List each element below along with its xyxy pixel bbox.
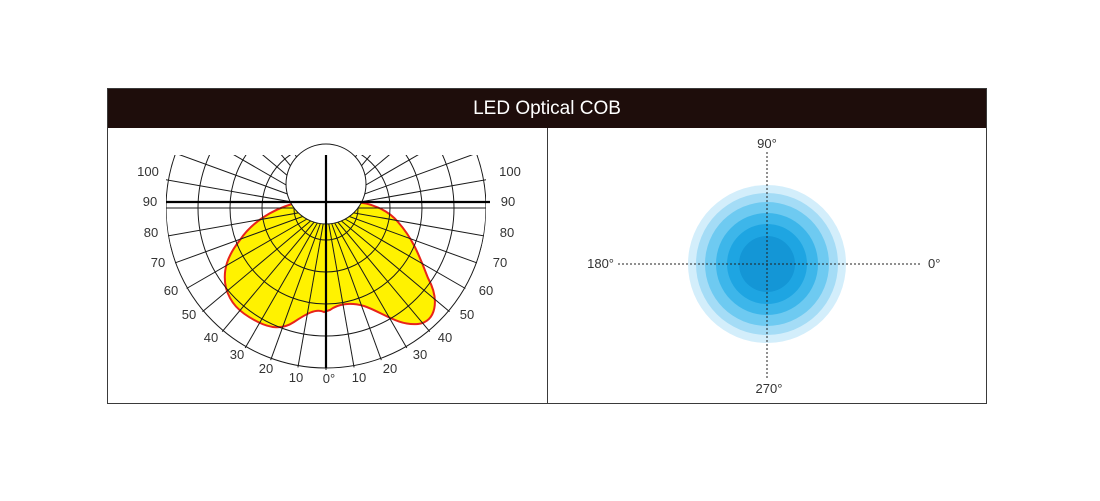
beam-bottom-label: 270° — [756, 381, 783, 396]
grid-spoke — [325, 207, 356, 370]
right-label: 70 — [493, 255, 507, 270]
beam-top-label: 90° — [757, 136, 777, 151]
grid-spoke — [325, 207, 385, 368]
left-label: 50 — [182, 307, 196, 322]
left-label: 30 — [230, 347, 244, 362]
left-label: 60 — [164, 283, 178, 298]
grid-spoke — [240, 207, 327, 356]
left-label: 70 — [151, 255, 165, 270]
grid-spoke — [296, 207, 327, 370]
left-label: 80 — [144, 225, 158, 240]
left-label: 100 — [137, 164, 159, 179]
right-label: 10 — [352, 370, 366, 385]
bottom-center-label: 0° — [323, 371, 335, 386]
grid-spoke — [195, 207, 327, 318]
left-label: 20 — [259, 361, 273, 376]
right-label: 20 — [383, 361, 397, 376]
right-label: 40 — [438, 330, 452, 345]
left-label: 40 — [204, 330, 218, 345]
polar-intensity-diagram: 100 90 80 70 60 50 40 30 20 10 0° 10 20 … — [137, 143, 521, 386]
grid-spoke — [325, 207, 436, 339]
right-label: 60 — [479, 283, 493, 298]
panel-divider — [547, 128, 548, 404]
grid-spoke — [178, 207, 327, 294]
right-label: 90 — [501, 194, 515, 209]
grid-spoke — [325, 207, 412, 356]
grid-spoke — [267, 207, 327, 368]
right-label: 80 — [500, 225, 514, 240]
beam-spread-diagram: 90° 180° 0° 270° — [587, 136, 940, 396]
grid-spoke — [325, 207, 457, 318]
left-label: 90 — [143, 194, 157, 209]
panel-title: LED Optical COB — [108, 89, 986, 128]
beam-right-label: 0° — [928, 256, 940, 271]
beam-left-label: 180° — [587, 256, 614, 271]
left-label: 10 — [289, 370, 303, 385]
grid-spoke — [325, 207, 486, 267]
intensity-distribution-area — [223, 201, 436, 329]
grid-spoke — [166, 207, 327, 267]
grid-spoke — [325, 207, 474, 294]
right-label: 30 — [413, 347, 427, 362]
right-label: 50 — [460, 307, 474, 322]
grid-spoke — [216, 207, 327, 339]
right-label: 100 — [499, 164, 521, 179]
